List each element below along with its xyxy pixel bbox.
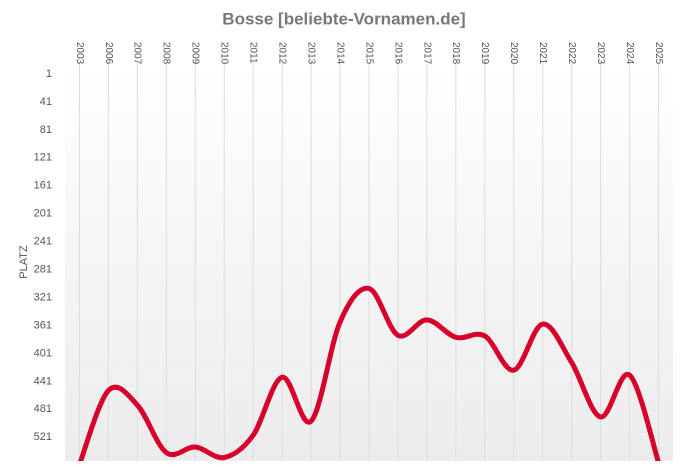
y-tick-label: 41	[40, 96, 52, 108]
y-tick-label: 201	[34, 208, 52, 220]
line	[78, 285, 661, 461]
x-tick-label: 2017	[421, 42, 432, 65]
y-tick-label: 481	[34, 403, 52, 415]
x-tick-label: 2009	[190, 42, 201, 65]
x-tick-label: 2022	[566, 42, 577, 65]
x-tick-label: 2013	[305, 42, 316, 65]
y-tick-label: 281	[34, 264, 52, 276]
x-tick-label: 2014	[334, 42, 345, 65]
y-tick-label: 441	[34, 375, 52, 387]
y-tick-label: 161	[34, 180, 52, 192]
y-tick-label: 121	[34, 152, 52, 164]
x-tick-label: 2025	[653, 42, 664, 65]
x-tick-label: 2024	[624, 42, 635, 65]
y-tick-label: 241	[34, 236, 52, 248]
x-tick-label: 2003	[74, 42, 85, 65]
y-tick-label: 361	[34, 319, 52, 331]
chart-title: Bosse [beliebte-Vornamen.de]	[222, 9, 465, 28]
x-tick-label: 2008	[161, 42, 172, 65]
x-tick-label: 2015	[363, 42, 374, 65]
x-tick-label: 2007	[132, 42, 143, 65]
y-tick-label: 521	[34, 431, 52, 443]
x-tick-label: 2021	[537, 42, 548, 65]
x-tick-label: 2023	[595, 42, 606, 65]
y-tick-label: 1	[46, 68, 52, 80]
y-axis-label: PLATZ	[18, 245, 30, 279]
x-tick-label: 2011	[248, 42, 259, 64]
x-tick-label: 2010	[219, 42, 230, 65]
x-tick-label: 2018	[450, 42, 461, 65]
x-tick-label: 2019	[479, 42, 490, 65]
x-tick-label: 2006	[103, 42, 114, 65]
x-tick-label: 2016	[392, 42, 403, 65]
y-tick-label: 81	[40, 124, 52, 136]
x-tick-label: 2012	[277, 42, 288, 65]
y-tick-label: 401	[34, 347, 52, 359]
x-tick-label: 2020	[508, 42, 519, 65]
y-tick-label: 321	[34, 291, 52, 303]
